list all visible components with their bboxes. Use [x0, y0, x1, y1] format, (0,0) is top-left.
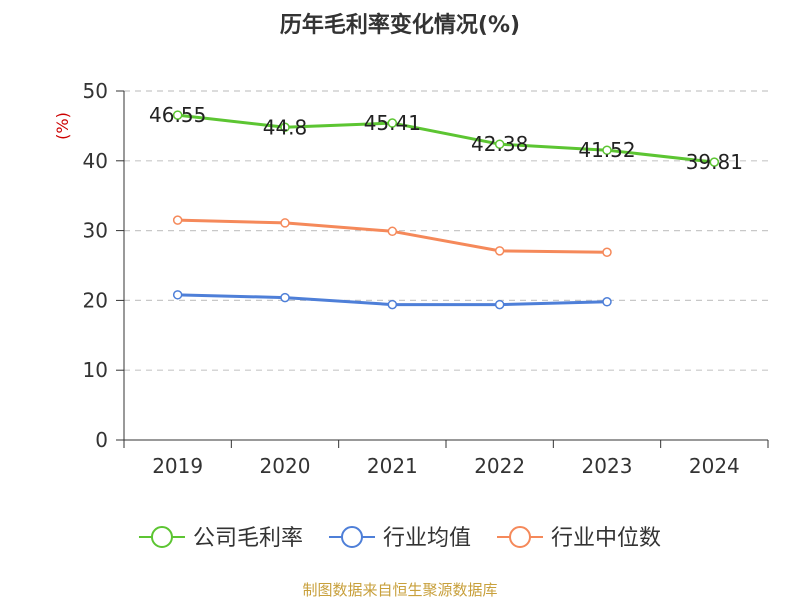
series-0	[172, 110, 720, 167]
legend: 公司毛利率 行业均值 行业中位数	[138, 526, 661, 551]
legend-label: 行业均值	[383, 526, 471, 551]
data-point	[172, 110, 183, 120]
data-point	[387, 299, 398, 310]
data-point	[387, 226, 398, 237]
y-tick-label: 30	[83, 219, 108, 243]
data-point	[280, 122, 290, 133]
data-point	[172, 290, 183, 300]
series-line	[177, 113, 715, 164]
legend-item-2: 行业中位数	[497, 526, 661, 551]
y-tick-label: 50	[83, 79, 108, 103]
series-2	[172, 215, 612, 257]
data-label: 45.41	[364, 111, 421, 135]
x-tick-label: 2024	[689, 454, 740, 478]
data-point	[602, 247, 612, 257]
data-label: 44.8	[263, 115, 308, 139]
y-tick-label: 20	[83, 288, 108, 312]
y-tick-label: 0	[95, 428, 108, 452]
x-tick-label: 2023	[582, 454, 633, 478]
chart-title: 历年毛利率变化情况(%)	[280, 12, 520, 38]
data-label: 41.52	[578, 138, 635, 162]
data-point	[602, 145, 612, 155]
data-point	[494, 139, 505, 149]
legend-item-1: 行业均值	[328, 526, 471, 551]
axes: 0 10 20 30 40 50 2019 2020 2021 2022 2023 2024	[83, 79, 769, 478]
legend-label: 公司毛利率	[193, 526, 303, 551]
y-axis-label: (%)	[53, 112, 72, 140]
data-point	[280, 292, 290, 303]
source-note: 制图数据来自恒生聚源数据库	[302, 581, 497, 599]
legend-label: 行业中位数	[551, 526, 661, 551]
data-label: 42.38	[471, 132, 528, 156]
x-tick-label: 2021	[367, 454, 418, 478]
data-point	[602, 297, 612, 307]
series-line	[177, 218, 608, 254]
grid-lines	[124, 90, 768, 371]
data-point	[280, 218, 290, 228]
data-label: 46.55	[149, 103, 206, 127]
legend-marker	[340, 526, 363, 548]
x-tick-label: 2020	[260, 454, 311, 478]
series-group	[172, 110, 720, 310]
data-point	[494, 246, 505, 256]
y-tick-label: 40	[83, 149, 108, 173]
x-tick-label: 2019	[152, 454, 203, 478]
data-point	[494, 299, 505, 310]
data-label: 39.81	[686, 150, 743, 174]
legend-marker	[150, 526, 173, 548]
data-point	[387, 118, 398, 128]
data-point	[172, 215, 183, 225]
legend-item-0: 公司毛利率	[138, 526, 303, 551]
series-1	[172, 290, 612, 310]
data-labels: 46.55 44.8 45.41 42.38 41.52 39.81	[149, 103, 743, 174]
x-tick-label: 2022	[474, 454, 525, 478]
y-tick-label: 10	[83, 358, 108, 382]
data-point	[709, 157, 720, 167]
legend-marker	[509, 526, 532, 548]
